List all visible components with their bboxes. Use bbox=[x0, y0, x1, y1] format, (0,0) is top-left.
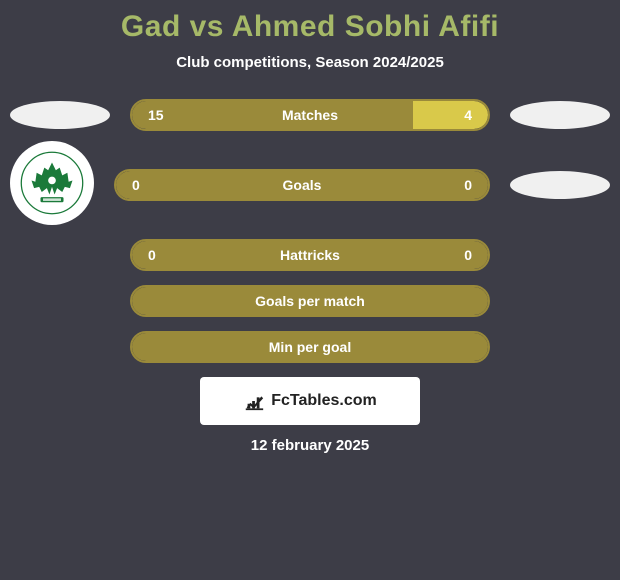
player-right-badge bbox=[510, 171, 610, 199]
stat-label: Goals per match bbox=[192, 293, 428, 309]
eagle-crest-icon bbox=[20, 151, 84, 215]
stat-bar-mpg: Min per goal bbox=[130, 331, 490, 363]
stat-label: Hattricks bbox=[192, 247, 428, 263]
player-left-club-crest bbox=[10, 141, 94, 225]
infographic-container: Gad vs Ahmed Sobhi Afifi Club competitio… bbox=[0, 0, 620, 454]
stat-row-hattricks: 0 Hattricks 0 bbox=[0, 239, 620, 271]
stat-row-mpg: Min per goal bbox=[0, 331, 620, 363]
stat-bar-gpm: Goals per match bbox=[130, 285, 490, 317]
chart-icon bbox=[243, 390, 265, 412]
stat-row-goals: 0 Goals 0 bbox=[0, 145, 620, 225]
page-title: Gad vs Ahmed Sobhi Afifi bbox=[0, 10, 620, 44]
stat-left-value: 0 bbox=[116, 177, 176, 193]
watermark-text: FcTables.com bbox=[271, 392, 377, 410]
watermark-badge: FcTables.com bbox=[200, 377, 420, 425]
player-right-badge bbox=[510, 101, 610, 129]
stat-row-matches: 15 Matches 4 bbox=[0, 99, 620, 131]
player-left-badge bbox=[10, 101, 110, 129]
stat-left-value: 15 bbox=[132, 107, 192, 123]
stat-right-value: 0 bbox=[428, 177, 488, 193]
stat-label: Matches bbox=[192, 107, 428, 123]
stat-label: Goals bbox=[176, 177, 428, 193]
stat-right-value: 4 bbox=[428, 107, 488, 123]
date-text: 12 february 2025 bbox=[0, 437, 620, 454]
stat-right-value: 0 bbox=[428, 247, 488, 263]
stat-left-value: 0 bbox=[132, 247, 192, 263]
stat-label: Min per goal bbox=[192, 339, 428, 355]
subtitle: Club competitions, Season 2024/2025 bbox=[0, 54, 620, 71]
stat-bar-goals: 0 Goals 0 bbox=[114, 169, 490, 201]
stat-bar-matches: 15 Matches 4 bbox=[130, 99, 490, 131]
stat-bar-hattricks: 0 Hattricks 0 bbox=[130, 239, 490, 271]
stat-row-gpm: Goals per match bbox=[0, 285, 620, 317]
